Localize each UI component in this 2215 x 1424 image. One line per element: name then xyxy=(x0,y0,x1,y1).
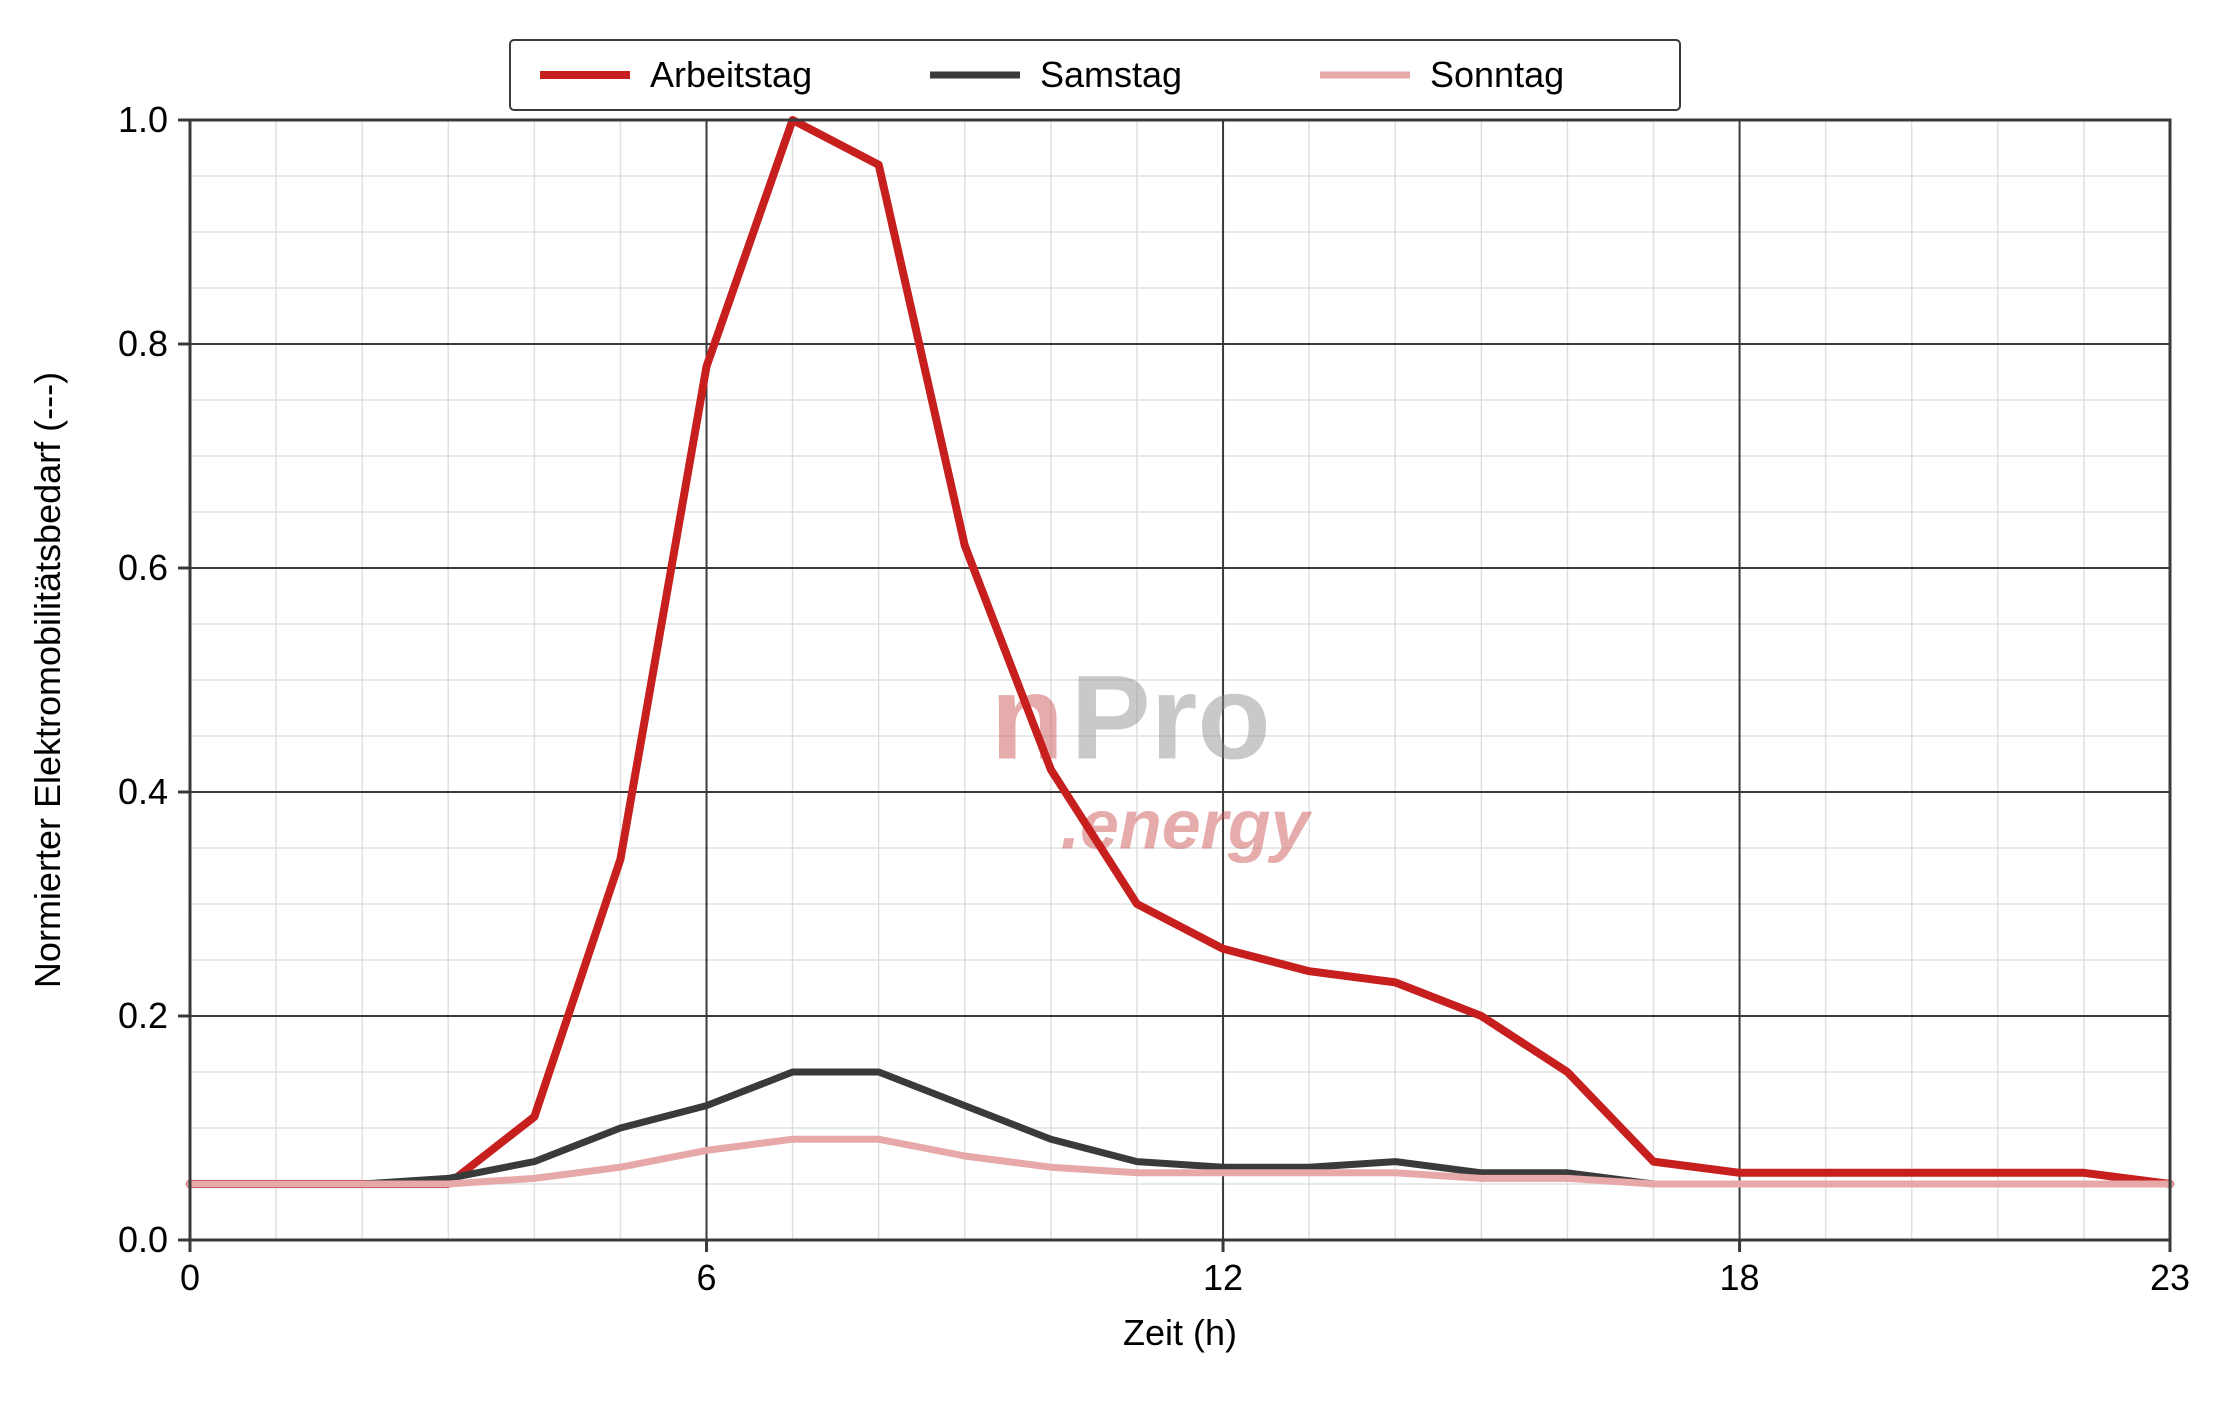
xtick-label: 0 xyxy=(180,1257,200,1298)
xtick-label: 18 xyxy=(1720,1257,1760,1298)
ytick-label: 0.6 xyxy=(118,547,168,588)
xtick-label: 23 xyxy=(2150,1257,2190,1298)
svg-text:Pro: Pro xyxy=(1071,650,1271,784)
chart-container: nPro.energy061218230.00.20.40.60.81.0Zei… xyxy=(20,20,2195,1404)
legend-label: Sonntag xyxy=(1430,54,1564,95)
y-axis-label: Normierter Elektromobilitätsbedarf (---) xyxy=(27,372,68,988)
ytick-label: 0.4 xyxy=(118,771,168,812)
xtick-label: 12 xyxy=(1203,1257,1243,1298)
legend-label: Arbeitstag xyxy=(650,54,812,95)
ytick-label: 1.0 xyxy=(118,99,168,140)
legend-label: Samstag xyxy=(1040,54,1182,95)
ytick-label: 0.2 xyxy=(118,995,168,1036)
ytick-label: 0.8 xyxy=(118,323,168,364)
ytick-label: 0.0 xyxy=(118,1219,168,1260)
xtick-label: 6 xyxy=(697,1257,717,1298)
svg-text:.energy: .energy xyxy=(1061,785,1313,863)
line-chart: nPro.energy061218230.00.20.40.60.81.0Zei… xyxy=(20,20,2195,1404)
x-axis-label: Zeit (h) xyxy=(1123,1312,1237,1353)
